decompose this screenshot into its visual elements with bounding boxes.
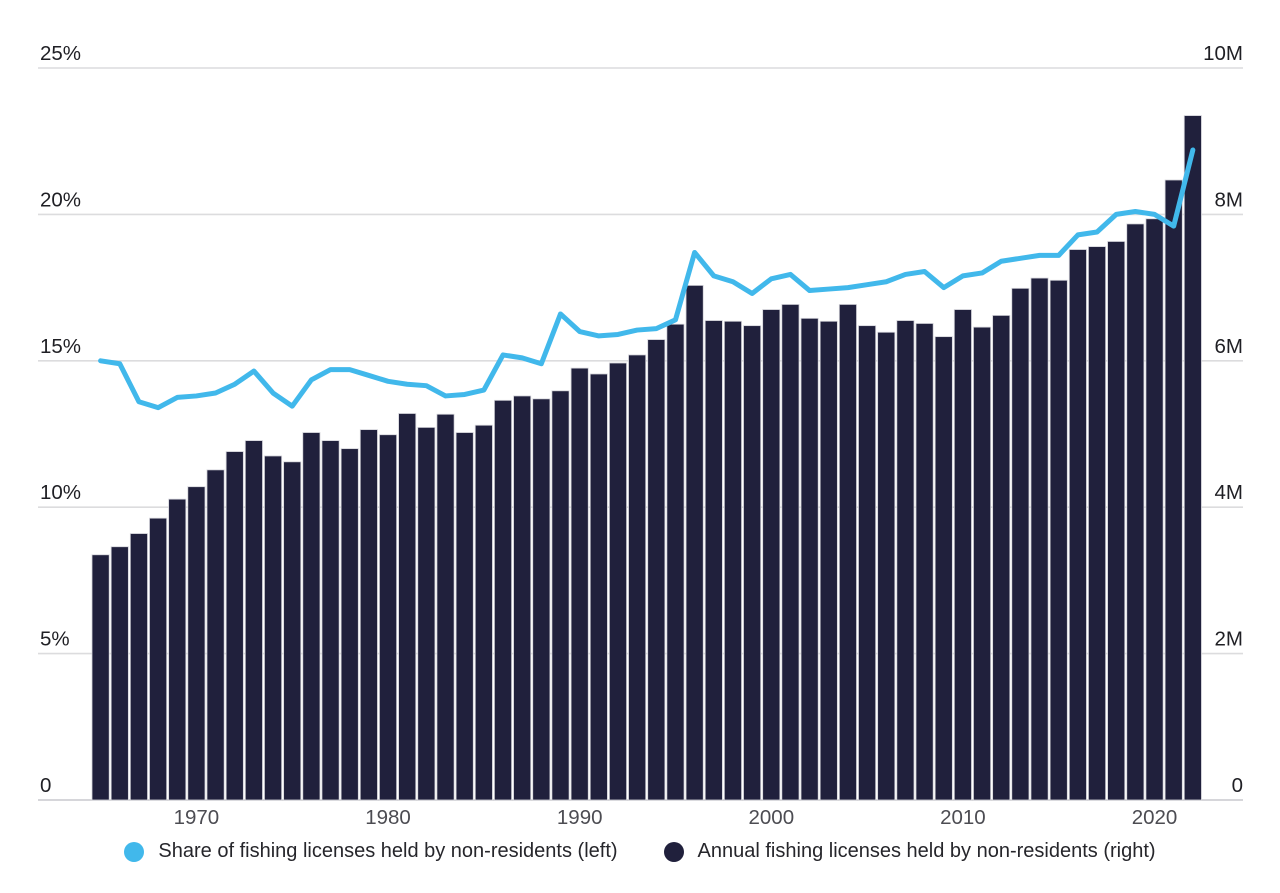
- bar-1986: [494, 399, 513, 801]
- bar-2000: [762, 309, 781, 801]
- bar-1995: [666, 323, 685, 801]
- bar-1966: [110, 546, 129, 801]
- right-axis-label: 10M: [1203, 42, 1243, 65]
- bar-1998: [723, 320, 742, 801]
- bar-1973: [244, 440, 263, 801]
- bar-1974: [264, 455, 283, 801]
- bar-2004: [838, 304, 857, 801]
- left-axis-label: 0: [40, 774, 51, 797]
- bar-1976: [302, 432, 321, 801]
- x-axis-label-1990: 1990: [557, 806, 603, 829]
- bar-1967: [129, 533, 148, 801]
- bar-1988: [532, 398, 551, 801]
- x-axis-label-1970: 1970: [174, 806, 220, 829]
- bar-2015: [1049, 279, 1068, 801]
- bar-1987: [513, 395, 532, 801]
- bar-1965: [91, 554, 110, 801]
- bar-1983: [436, 413, 455, 801]
- bar-1994: [647, 339, 666, 801]
- left-axis-label: 10%: [40, 481, 81, 504]
- bar-1997: [704, 320, 723, 801]
- bar-2017: [1088, 246, 1107, 801]
- bar-1978: [340, 448, 359, 801]
- bar-2006: [877, 331, 896, 801]
- bar-2019: [1126, 223, 1145, 801]
- left-axis-label: 25%: [40, 42, 81, 65]
- share-trend-line: [98, 147, 1196, 411]
- left-axis-label: 20%: [40, 188, 81, 211]
- bar-1989: [551, 390, 570, 801]
- bar-1972: [225, 451, 244, 801]
- bar-1999: [743, 325, 762, 801]
- bar-1981: [398, 413, 417, 801]
- bar-1968: [149, 517, 168, 801]
- right-axis-label: 0: [1232, 774, 1243, 797]
- bar-2012: [992, 315, 1011, 801]
- bar-1971: [206, 469, 225, 801]
- legend-item-share: Share of fishing licenses held by non-re…: [124, 840, 618, 863]
- bar-1991: [589, 373, 608, 801]
- bar-1992: [608, 362, 627, 801]
- right-axis-label: 8M: [1215, 188, 1243, 211]
- left-axis-label: 15%: [40, 335, 81, 358]
- bar-2013: [1011, 287, 1030, 801]
- legend-dot-annual: [663, 841, 684, 862]
- bar-2007: [896, 320, 915, 801]
- bar-2001: [781, 304, 800, 801]
- x-axis-label-1980: 1980: [365, 806, 411, 829]
- bar-2011: [973, 326, 992, 801]
- bar-2016: [1068, 249, 1087, 801]
- bar-1996: [685, 284, 704, 801]
- x-axis-label-2000: 2000: [748, 806, 794, 829]
- bar-2014: [1030, 277, 1049, 801]
- bar-2003: [819, 320, 838, 801]
- right-axis-label: 2M: [1215, 628, 1243, 651]
- right-axis-label: 4M: [1215, 481, 1243, 504]
- bar-2018: [1107, 241, 1126, 801]
- bar-1979: [359, 429, 378, 801]
- bar-1977: [321, 440, 340, 801]
- left-axis-label: 5%: [40, 628, 70, 651]
- legend: Share of fishing licenses held by non-re…: [0, 840, 1280, 863]
- bar-2008: [915, 323, 934, 801]
- bar-2020: [1145, 218, 1164, 801]
- bar-2021: [1164, 179, 1183, 801]
- x-axis-label-2020: 2020: [1132, 806, 1178, 829]
- bar-1984: [455, 432, 474, 801]
- dual-axis-fishing-licenses-chart: 0 5% 10% 15% 20% 25% 0 2M 4M 6M 8M 10M 1970 1980 1990 2…: [38, 42, 1243, 829]
- legend-item-annual: Annual fishing licenses held by non-resi…: [663, 840, 1156, 863]
- bar-1985: [474, 424, 493, 801]
- x-axis-label-2010: 2010: [940, 806, 986, 829]
- bar-1993: [628, 354, 647, 801]
- bar-1990: [570, 367, 589, 801]
- bar-1975: [283, 461, 302, 801]
- right-axis-label: 6M: [1215, 335, 1243, 358]
- bar-2002: [800, 317, 819, 801]
- bar-2009: [934, 336, 953, 801]
- bar-2022: [1183, 115, 1202, 801]
- legend-label-share: Share of fishing licenses held by non-re…: [158, 840, 618, 862]
- bar-2005: [858, 325, 877, 801]
- legend-dot-share: [124, 841, 145, 862]
- bar-1970: [187, 486, 206, 801]
- legend-label-annual: Annual fishing licenses held by non-resi…: [697, 840, 1156, 862]
- bar-1980: [379, 434, 398, 801]
- bar-1969: [168, 498, 187, 801]
- bar-1982: [417, 427, 436, 801]
- bar-2010: [953, 309, 972, 801]
